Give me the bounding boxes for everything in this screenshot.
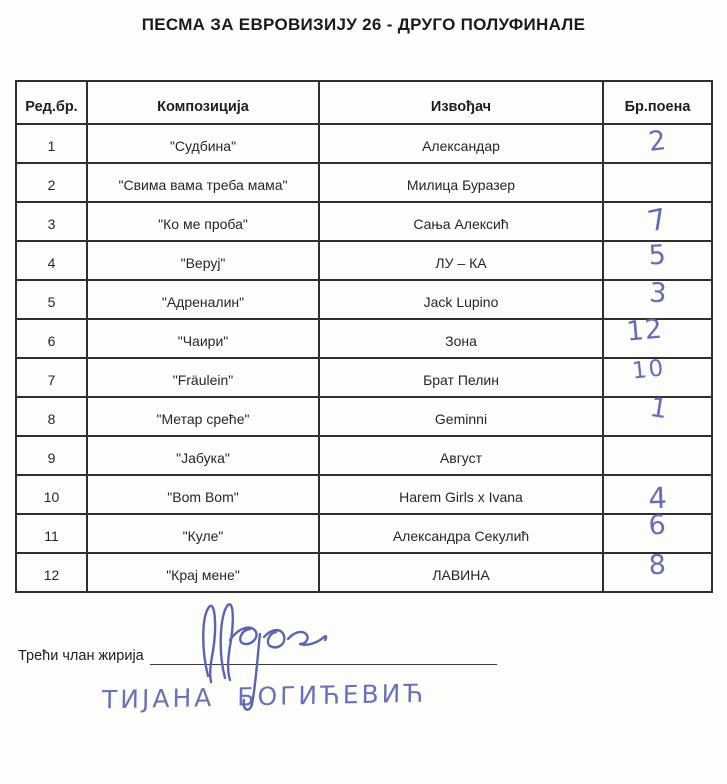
composition-cell: "Метар среће" xyxy=(86,396,320,437)
composition-cell: "Bom Bom" xyxy=(86,474,320,515)
composition-cell: "Свима вама треба мама" xyxy=(86,162,320,203)
composition-cell: "Адреналин" xyxy=(86,279,320,320)
row-number-cell: 12 xyxy=(15,552,88,593)
row-number-cell: 10 xyxy=(15,474,88,515)
handwritten-points: 4 xyxy=(647,480,668,515)
handwritten-jury-name: ТИЈАНА БОГИЋЕВИЋ xyxy=(101,678,427,715)
points-cell: 2 xyxy=(602,123,713,164)
row-number-cell: 1 xyxy=(15,123,88,164)
performer-cell: Harem Girls x Ivana xyxy=(318,474,604,515)
handwritten-points: 5 xyxy=(647,239,667,272)
performer-cell: Август xyxy=(318,435,604,476)
table-row: 12 "Крај мене" ЛАВИНА 8 xyxy=(15,550,713,593)
table-row: 8 "Метар среће" Geminni 1 xyxy=(15,392,713,437)
points-cell xyxy=(602,162,713,203)
composition-cell: "Судбина" xyxy=(86,123,320,164)
header-performer: Извођач xyxy=(318,80,604,125)
composition-cell: "Јабука" xyxy=(86,435,320,476)
score-table: Ред.бр. Композиција Извођач Бр.поена 1 "… xyxy=(15,80,713,593)
points-cell: 8 xyxy=(602,550,713,593)
page-title: ПЕСМА ЗА ЕВРОВИЗИЈУ 26 - ДРУГО ПОЛУФИНАЛ… xyxy=(141,15,586,34)
table-row: 1 "Судбина" Александар 2 xyxy=(15,123,713,164)
points-cell: 1 xyxy=(602,392,713,437)
table-row: 5 "Адреналин" Jack Lupino 3 xyxy=(15,277,713,320)
row-number-cell: 9 xyxy=(15,435,88,476)
performer-cell: Брат Пелин xyxy=(318,357,604,398)
jury-member-label: Трећи члан жирија xyxy=(18,648,144,664)
table-row: 9 "Јабука" Август xyxy=(15,435,713,476)
row-number-cell: 5 xyxy=(15,279,88,320)
table-row: 7 "Fräulein" Брат Пелин 10 xyxy=(15,355,713,398)
handwritten-points: 2 xyxy=(646,125,668,158)
row-number-cell: 8 xyxy=(15,396,88,437)
points-cell: 4 xyxy=(602,474,713,515)
header-points: Бр.поена xyxy=(602,80,713,125)
performer-cell: Сања Алексић xyxy=(318,201,604,242)
performer-cell: Александар xyxy=(318,123,604,164)
table-row: 6 "Чаири" Зона 12 xyxy=(15,314,713,359)
row-number-cell: 6 xyxy=(15,318,88,359)
handwritten-points xyxy=(603,429,712,473)
signature-scribble-icon xyxy=(202,603,328,711)
points-cell: 3 xyxy=(602,277,713,320)
points-cell: 12 xyxy=(602,314,713,359)
handwritten-points xyxy=(603,156,712,200)
row-number-cell: 7 xyxy=(15,357,88,398)
composition-cell: "Веруј" xyxy=(86,240,320,281)
composition-cell: "Крај мене" xyxy=(86,552,320,593)
points-cell: 6 xyxy=(602,510,713,554)
points-cell: 7 xyxy=(602,201,713,242)
composition-cell: "Ко ме проба" xyxy=(86,201,320,242)
row-number-cell: 3 xyxy=(15,201,88,242)
table-row: 3 "Ко ме проба" Сања Алексић 7 xyxy=(15,201,713,242)
performer-cell: Александра Секулић xyxy=(318,513,604,554)
row-number-cell: 2 xyxy=(15,162,88,203)
performer-cell: ЛУ – КА xyxy=(318,240,604,281)
header-composition: Композиција xyxy=(86,80,320,125)
signature-line xyxy=(150,664,497,665)
performer-cell: Jack Lupino xyxy=(318,279,604,320)
composition-cell: "Чаири" xyxy=(86,318,320,359)
performer-cell: Geminni xyxy=(318,396,604,437)
table-row: 11 "Куле" Александра Секулић 6 xyxy=(15,510,713,554)
row-number-cell: 4 xyxy=(15,240,88,281)
points-cell xyxy=(602,435,713,476)
composition-cell: "Куле" xyxy=(86,513,320,554)
performer-cell: ЛАВИНА xyxy=(318,552,604,593)
row-number-cell: 11 xyxy=(15,513,88,554)
table-body: 1 "Судбина" Александар 2 2 "Свима вама т… xyxy=(15,123,713,593)
table-header-row: Ред.бр. Композиција Извођач Бр.поена xyxy=(15,80,713,125)
composition-cell: "Fräulein" xyxy=(86,357,320,398)
header-row-number: Ред.бр. xyxy=(15,80,88,125)
points-cell: 5 xyxy=(602,240,713,281)
performer-cell: Милица Буразер xyxy=(318,162,604,203)
performer-cell: Зона xyxy=(318,318,604,359)
points-cell: 10 xyxy=(602,355,713,398)
table-row: 10 "Bom Bom" Harem Girls x Ivana 4 xyxy=(15,474,713,515)
table-row: 2 "Свима вама треба мама" Милица Буразер xyxy=(15,162,713,203)
table-row: 4 "Веруј" ЛУ – КА 5 xyxy=(15,240,713,281)
